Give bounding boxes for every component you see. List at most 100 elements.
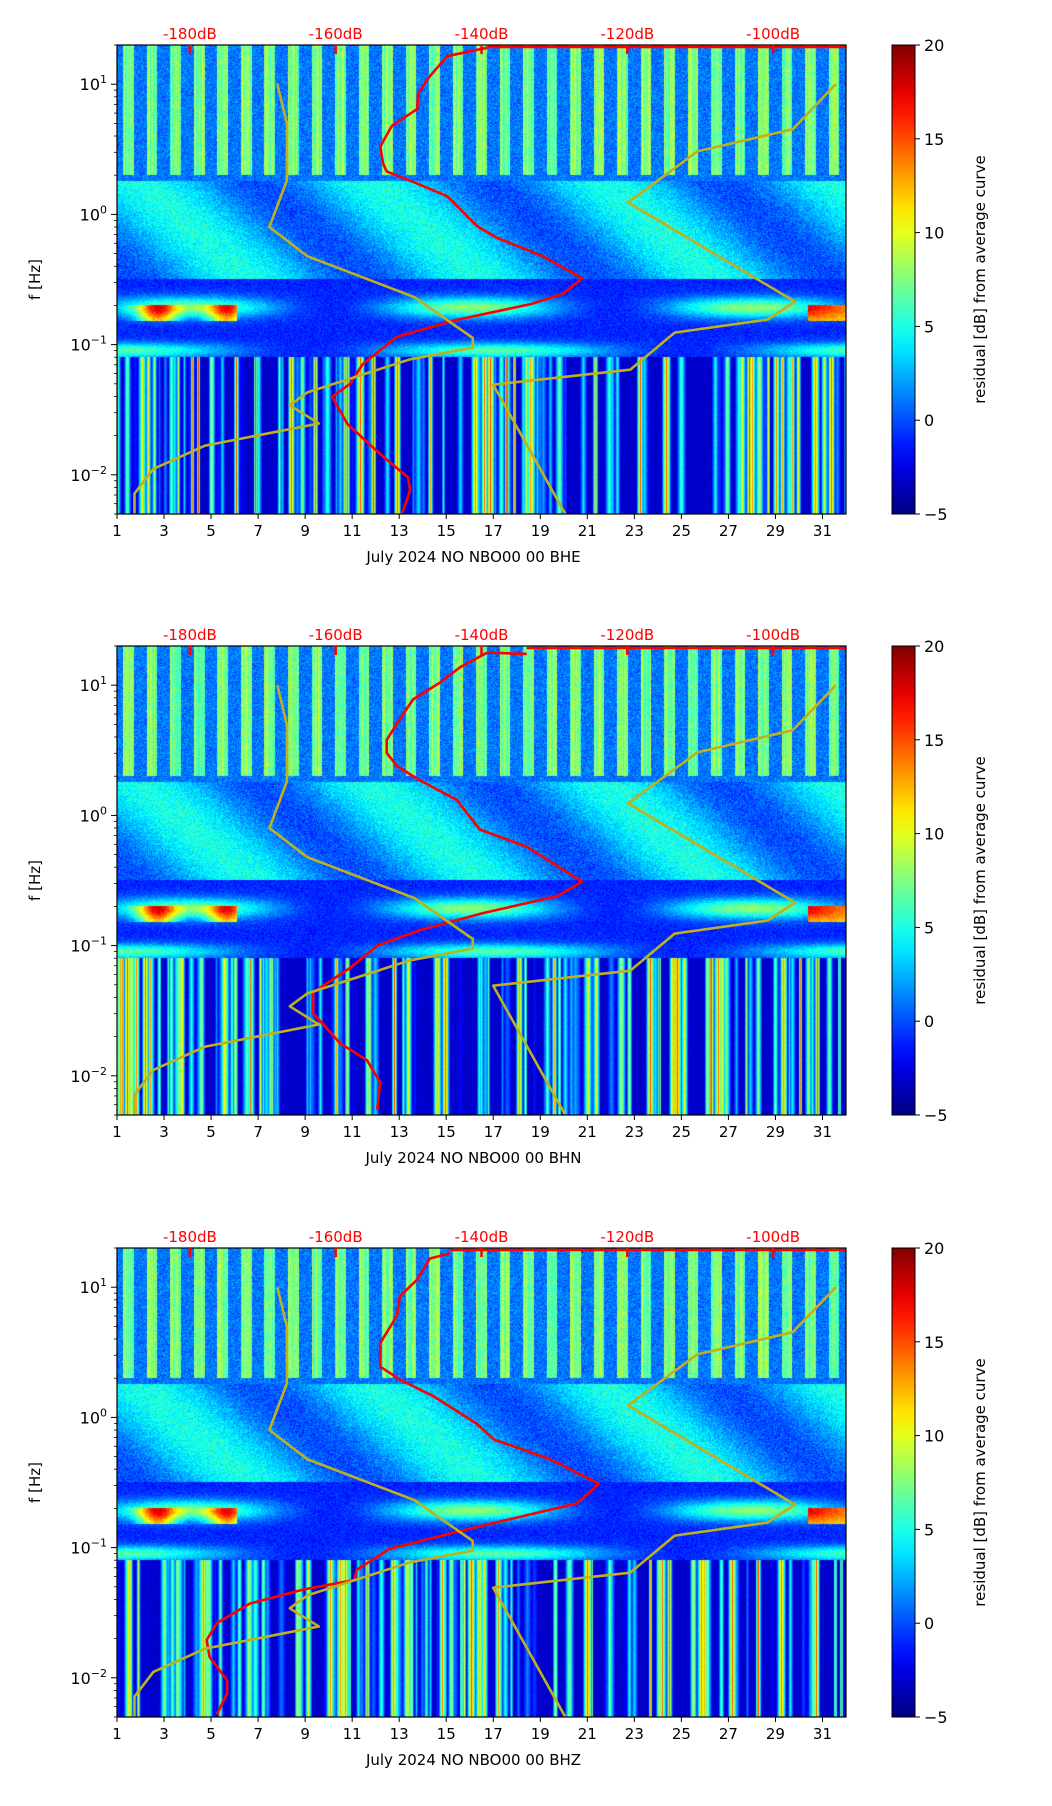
- y-tick-label: 101: [80, 674, 107, 695]
- x-tick-label: 31: [813, 522, 832, 540]
- y-tick-label: 101: [80, 1276, 107, 1297]
- colorbar-tick-label: 5: [924, 1520, 934, 1539]
- x-tick-label: 21: [578, 522, 597, 540]
- spectrogram-image: [117, 646, 846, 1115]
- db-tick-label: -140dB: [455, 626, 509, 644]
- y-axis-label: f [Hz]: [26, 1462, 44, 1503]
- colorbar-tick-label: 15: [924, 731, 944, 750]
- x-tick-label: 23: [625, 1725, 644, 1743]
- db-tick-label: -140dB: [455, 1228, 509, 1246]
- x-tick-label: 3: [159, 1725, 169, 1743]
- y-tick-label: 100: [80, 804, 107, 825]
- colorbar-tick-label: 20: [924, 36, 944, 55]
- y-axis-label: f [Hz]: [26, 259, 44, 300]
- x-tick-label: 19: [531, 1725, 550, 1743]
- y-tick-label: 101: [80, 73, 107, 94]
- x-tick-label: 31: [813, 1123, 832, 1141]
- x-tick-label: 19: [531, 1123, 550, 1141]
- x-tick-label: 11: [343, 1725, 362, 1743]
- x-tick-label: 17: [484, 1725, 503, 1743]
- colorbar-tick-label: −5: [924, 1708, 948, 1727]
- colorbar-tick-label: 5: [924, 317, 934, 336]
- x-tick-label: 7: [253, 1123, 263, 1141]
- x-tick-label: 13: [390, 1123, 409, 1141]
- db-tick-label: -160dB: [309, 25, 363, 43]
- nhnm-curve: [491, 684, 837, 1115]
- x-tick-label: 27: [719, 1725, 738, 1743]
- spectrogram-panel-1: 1 3 5 7 9 11 13 15 17 19 21 23 25 27 29 31 July 2024 NO …: [0, 0, 1052, 600]
- db-tick-label: -100dB: [746, 25, 800, 43]
- x-tick-label: 11: [343, 522, 362, 540]
- db-tick-label: -160dB: [309, 626, 363, 644]
- colorbar-tick-label: 0: [924, 411, 934, 430]
- colorbar-tick-label: −5: [924, 505, 948, 524]
- db-tick-label: -180dB: [163, 626, 217, 644]
- y-tick-label: 10−1: [70, 334, 107, 355]
- x-tick-label: 25: [672, 1123, 691, 1141]
- colorbar-tick-label: 10: [924, 825, 944, 844]
- x-axis-label: July 2024 NO NBO00 00 BHN: [364, 1149, 581, 1167]
- y-tick-label: 100: [80, 1406, 107, 1427]
- x-tick-label: 5: [206, 1725, 216, 1743]
- db-tick-label: -120dB: [600, 626, 654, 644]
- colorbar-tick-label: 0: [924, 1614, 934, 1633]
- x-tick-label: 21: [578, 1123, 597, 1141]
- colorbar-tick-label: 10: [924, 1427, 944, 1446]
- nhnm-curve: [491, 83, 837, 514]
- db-tick-label: -180dB: [163, 25, 217, 43]
- x-tick-label: 13: [390, 522, 409, 540]
- x-tick-label: 17: [484, 522, 503, 540]
- spectrogram-panel-2: 1 3 5 7 9 11 13 15 17 19 21 23 25 27 29 31 July 2024 NO …: [0, 0, 1052, 1167]
- median-psd-curve: [311, 651, 584, 1110]
- y-tick-label: 10−1: [70, 1537, 107, 1558]
- x-tick-label: 29: [766, 522, 785, 540]
- colorbar-tick-label: 15: [924, 130, 944, 149]
- colorbar-tick-label: 20: [924, 637, 944, 656]
- x-tick-label: 5: [206, 1123, 216, 1141]
- colorbar-tick-label: 5: [924, 918, 934, 937]
- x-tick-label: 17: [484, 1123, 503, 1141]
- spectrogram-image: [117, 45, 846, 514]
- y-tick-label: 10−2: [70, 464, 107, 485]
- x-tick-label: 9: [300, 522, 310, 540]
- db-tick-label: -100dB: [746, 1228, 800, 1246]
- x-tick-label: 9: [300, 1725, 310, 1743]
- x-tick-label: 1: [112, 1123, 122, 1141]
- x-tick-label: 11: [343, 1123, 362, 1141]
- nlnm-curve: [133, 83, 475, 514]
- db-tick-label: -120dB: [600, 1228, 654, 1246]
- median-psd-curve: [330, 46, 584, 514]
- axes-frame: [116, 1247, 847, 1718]
- colorbar-tick-label: −5: [924, 1106, 948, 1125]
- colorbar: [891, 645, 916, 1116]
- colorbar-tick-label: 15: [924, 1333, 944, 1352]
- colorbar-tick-label: 0: [924, 1012, 934, 1031]
- x-tick-label: 5: [206, 522, 216, 540]
- db-tick-label: -180dB: [163, 1228, 217, 1246]
- x-tick-label: 15: [437, 1123, 456, 1141]
- y-tick-label: 10−2: [70, 1667, 107, 1688]
- x-tick-label: 3: [159, 1123, 169, 1141]
- spectrogram-panel-3: 1 3 5 7 9 11 13 15 17 19 21 23 25 27 29 31 July 2024 NO …: [0, 0, 1052, 1769]
- x-tick-label: 21: [578, 1725, 597, 1743]
- colorbar-tick-label: 10: [924, 224, 944, 243]
- x-tick-label: 25: [672, 522, 691, 540]
- x-axis-label: July 2024 NO NBO00 00 BHE: [365, 548, 580, 566]
- colorbar: [891, 44, 916, 515]
- x-tick-label: 7: [253, 522, 263, 540]
- x-tick-label: 1: [112, 1725, 122, 1743]
- y-tick-label: 10−2: [70, 1065, 107, 1086]
- x-tick-label: 15: [437, 522, 456, 540]
- x-tick-label: 7: [253, 1725, 263, 1743]
- nhnm-curve: [491, 1286, 837, 1717]
- colorbar-tick-label: 20: [924, 1239, 944, 1258]
- nlnm-curve: [133, 1286, 475, 1717]
- x-tick-label: 27: [719, 522, 738, 540]
- x-tick-label: 31: [813, 1725, 832, 1743]
- x-tick-label: 27: [719, 1123, 738, 1141]
- colorbar-label: residual [dB] from average curve: [971, 155, 989, 403]
- x-tick-label: 15: [437, 1725, 456, 1743]
